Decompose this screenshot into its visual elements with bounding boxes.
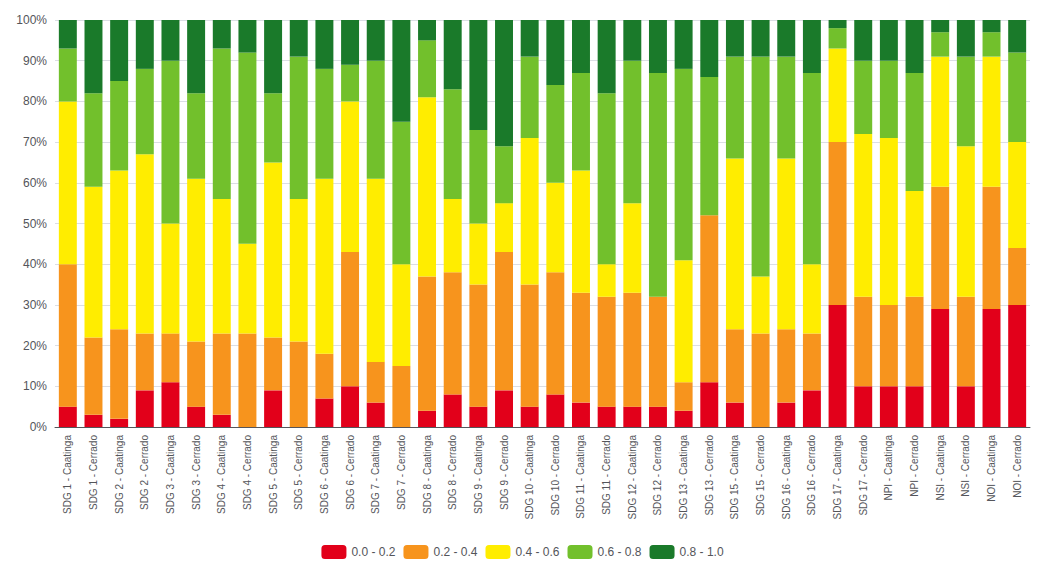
svg-text:SDG 5 - Cerrado: SDG 5 - Cerrado — [293, 435, 304, 510]
svg-text:40%: 40% — [23, 257, 47, 271]
svg-text:SDG 10 - Caatinga: SDG 10 - Caatinga — [524, 435, 535, 520]
svg-text:SDG 3 - Caatinga: SDG 3 - Caatinga — [165, 435, 176, 514]
svg-text:0.8 - 1.0: 0.8 - 1.0 — [680, 545, 724, 559]
svg-text:0.2 - 0.4: 0.2 - 0.4 — [433, 545, 477, 559]
svg-text:0%: 0% — [30, 420, 48, 434]
svg-text:SDG 9 - Caatinga: SDG 9 - Caatinga — [473, 435, 484, 514]
svg-text:NOI - Cerrado: NOI - Cerrado — [1012, 435, 1023, 498]
svg-text:SDG 13 - Caatinga: SDG 13 - Caatinga — [678, 435, 689, 520]
svg-text:SDG 17 - Cerrado: SDG 17 - Cerrado — [858, 435, 869, 516]
svg-text:SDG 16 - Caatinga: SDG 16 - Caatinga — [781, 435, 792, 520]
svg-text:0.4 - 0.6: 0.4 - 0.6 — [515, 545, 559, 559]
svg-text:NSI - Cerrado: NSI - Cerrado — [960, 435, 971, 497]
svg-text:SDG 7 - Cerrado: SDG 7 - Cerrado — [396, 435, 407, 510]
svg-text:SDG 11 - Caatinga: SDG 11 - Caatinga — [575, 435, 586, 519]
svg-text:NSI - Caatinga: NSI - Caatinga — [935, 435, 946, 501]
svg-text:SDG 8 - Cerrado: SDG 8 - Cerrado — [447, 435, 458, 510]
svg-text:70%: 70% — [23, 135, 47, 149]
svg-text:100%: 100% — [16, 13, 47, 27]
svg-text:SDG 17 - Caatinga: SDG 17 - Caatinga — [832, 435, 843, 520]
svg-text:NPI - Cerrado: NPI - Cerrado — [909, 435, 920, 497]
svg-text:SDG 16 - Cerrado: SDG 16 - Cerrado — [806, 435, 817, 516]
svg-text:SDG 6 - Cerrado: SDG 6 - Cerrado — [345, 435, 356, 510]
svg-text:SDG 12 - Cerrado: SDG 12 - Cerrado — [652, 435, 663, 516]
svg-text:SDG 13 - Cerrado: SDG 13 - Cerrado — [704, 435, 715, 516]
svg-text:80%: 80% — [23, 94, 47, 108]
svg-text:50%: 50% — [23, 217, 47, 231]
svg-text:SDG 1 - Caatinga: SDG 1 - Caatinga — [62, 435, 73, 514]
svg-text:NPI - Caatinga: NPI - Caatinga — [883, 435, 894, 501]
svg-text:SDG 1 - Cerrado: SDG 1 - Cerrado — [88, 435, 99, 510]
svg-text:0.0 - 0.2: 0.0 - 0.2 — [351, 545, 395, 559]
svg-text:SDG 5 - Caatinga: SDG 5 - Caatinga — [268, 435, 279, 514]
svg-text:SDG 12 - Caatinga: SDG 12 - Caatinga — [627, 435, 638, 520]
svg-text:0.6 - 0.8: 0.6 - 0.8 — [598, 545, 642, 559]
svg-text:10%: 10% — [23, 379, 47, 393]
svg-text:SDG 15 - Caatinga: SDG 15 - Caatinga — [729, 435, 740, 520]
svg-text:30%: 30% — [23, 298, 47, 312]
svg-text:20%: 20% — [23, 339, 47, 353]
svg-text:SDG 2 - Caatinga: SDG 2 - Caatinga — [114, 435, 125, 514]
svg-text:SDG 8 - Caatinga: SDG 8 - Caatinga — [422, 435, 433, 514]
svg-text:90%: 90% — [23, 54, 47, 68]
svg-text:SDG 4 - Cerrado: SDG 4 - Cerrado — [242, 435, 253, 510]
svg-text:SDG 3 - Cerrado: SDG 3 - Cerrado — [191, 435, 202, 510]
svg-text:NOI - Caatinga: NOI - Caatinga — [986, 435, 997, 502]
svg-text:SDG 9 - Cerrado: SDG 9 - Cerrado — [499, 435, 510, 510]
svg-text:60%: 60% — [23, 176, 47, 190]
svg-text:SDG 6 - Caatinga: SDG 6 - Caatinga — [319, 435, 330, 514]
svg-text:SDG 2 - Cerrado: SDG 2 - Cerrado — [139, 435, 150, 510]
svg-text:SDG 10 - Cerrado: SDG 10 - Cerrado — [550, 435, 561, 516]
svg-text:SDG 15 - Cerrado: SDG 15 - Cerrado — [755, 435, 766, 516]
svg-text:SDG 11 - Cerrado: SDG 11 - Cerrado — [601, 435, 612, 515]
svg-text:SDG 4 - Caatinga: SDG 4 - Caatinga — [216, 435, 227, 514]
svg-text:SDG 7 - Caatinga: SDG 7 - Caatinga — [370, 435, 381, 514]
